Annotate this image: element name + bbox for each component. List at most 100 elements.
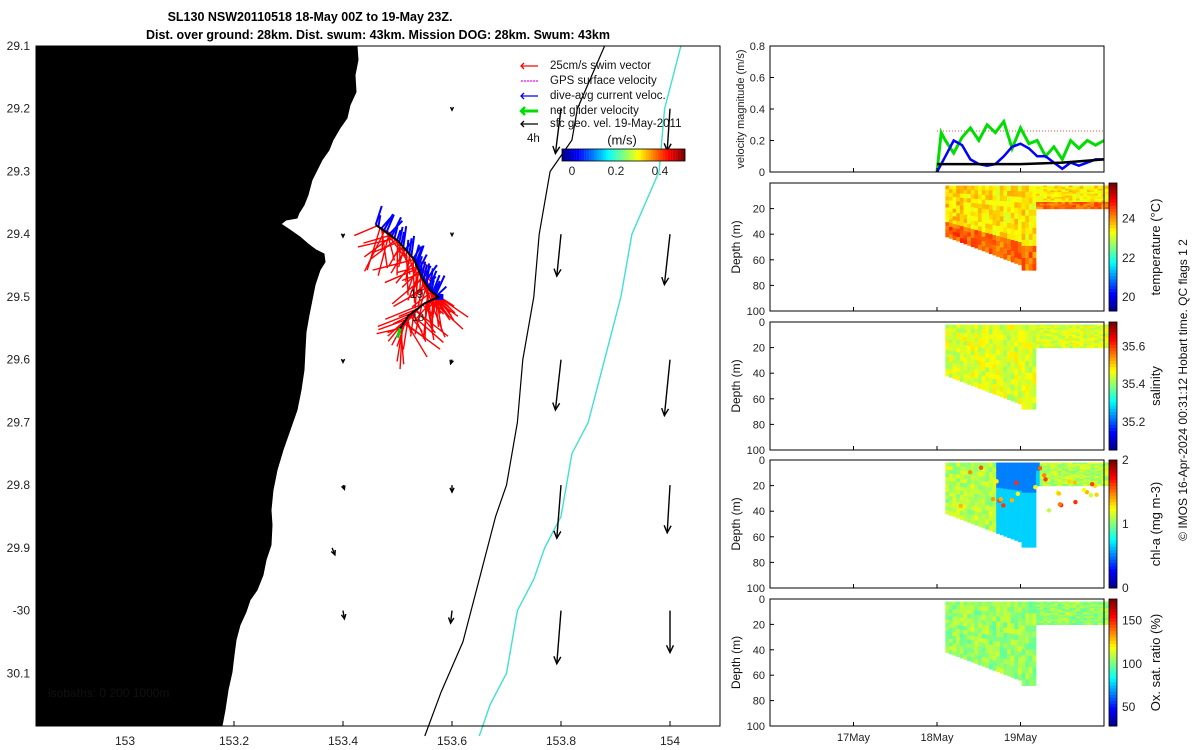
section-cell bbox=[1090, 337, 1095, 340]
section-cell bbox=[948, 196, 953, 202]
section-cell bbox=[1050, 469, 1055, 472]
section-cell bbox=[1072, 195, 1077, 198]
section-cell bbox=[945, 200, 950, 205]
section-cell bbox=[974, 216, 979, 222]
section-cell bbox=[974, 377, 979, 384]
section-cell bbox=[1054, 200, 1059, 203]
section-cell bbox=[978, 467, 982, 473]
section-cell bbox=[1083, 327, 1088, 331]
section-cell bbox=[1007, 351, 1011, 358]
section-cell bbox=[1032, 468, 1037, 476]
map-colorbar-segment bbox=[564, 149, 568, 161]
section-cell bbox=[985, 237, 990, 244]
section-cell bbox=[1068, 612, 1073, 616]
section-cell bbox=[970, 324, 975, 330]
geo-vector bbox=[663, 485, 672, 535]
section-cell bbox=[959, 629, 964, 635]
section-cell bbox=[1105, 601, 1109, 604]
legend-swatch-current-head bbox=[520, 92, 525, 100]
section-cell bbox=[1017, 347, 1022, 354]
geo-vector-shaft bbox=[449, 610, 453, 624]
section-cell bbox=[1083, 475, 1088, 478]
section-cell bbox=[945, 324, 950, 329]
section-cell bbox=[1105, 327, 1109, 331]
section-cell bbox=[1028, 619, 1033, 627]
section-cell bbox=[1043, 342, 1048, 345]
section-cell bbox=[1050, 206, 1055, 210]
section-cell bbox=[1101, 188, 1106, 192]
section-cell bbox=[1101, 604, 1106, 608]
section-cell bbox=[1061, 622, 1066, 625]
section-cell bbox=[974, 489, 979, 495]
section-cell bbox=[974, 493, 979, 499]
current-vector bbox=[430, 281, 435, 292]
section-cell bbox=[963, 495, 968, 501]
section-cell bbox=[1039, 331, 1044, 334]
section-cell bbox=[945, 495, 950, 500]
section-cell bbox=[1083, 601, 1088, 604]
section-cell bbox=[1043, 612, 1048, 616]
section-cell bbox=[1050, 480, 1055, 483]
section-cell bbox=[1043, 480, 1048, 483]
section-cell bbox=[1101, 601, 1106, 604]
colorbar-segment bbox=[1109, 460, 1117, 464]
section-cell bbox=[1054, 190, 1059, 193]
section-cell bbox=[1094, 604, 1099, 608]
section-cell bbox=[985, 639, 990, 645]
section-cell bbox=[1065, 614, 1070, 617]
colorbar-segment bbox=[1109, 350, 1117, 355]
section-cell bbox=[992, 467, 997, 474]
section-cell bbox=[1025, 264, 1030, 271]
section-cell bbox=[952, 359, 957, 364]
geo-vector-head bbox=[553, 656, 562, 666]
colorbar-segment bbox=[1109, 485, 1117, 490]
section-cell bbox=[1090, 465, 1095, 469]
section-cell bbox=[992, 611, 997, 617]
section-cell bbox=[978, 203, 982, 209]
section-cell bbox=[948, 507, 953, 512]
colorbar-segment bbox=[1109, 366, 1117, 371]
section-cell bbox=[988, 339, 993, 345]
section-cell bbox=[1032, 637, 1037, 645]
colorbar-segment bbox=[1109, 621, 1117, 625]
section-cell bbox=[1017, 485, 1022, 492]
section-cell bbox=[981, 371, 986, 377]
swim-vector bbox=[433, 298, 459, 317]
chl-sample-point bbox=[968, 470, 973, 475]
colorbar-segment bbox=[1109, 514, 1117, 519]
colorbar-segment bbox=[1109, 697, 1117, 702]
section-cell bbox=[963, 499, 968, 505]
section-cell bbox=[1101, 339, 1106, 342]
section-cell bbox=[945, 477, 950, 482]
section-cell bbox=[1065, 621, 1070, 624]
section-cell bbox=[952, 616, 957, 622]
section-cell bbox=[1021, 541, 1026, 548]
section-cell bbox=[1072, 469, 1077, 472]
section-cell bbox=[1054, 334, 1059, 337]
section-cell bbox=[1094, 206, 1099, 210]
section-cell bbox=[988, 611, 993, 617]
colorbar-tick-label: 150 bbox=[1122, 614, 1142, 628]
section-cell bbox=[999, 462, 1004, 469]
section-cell bbox=[1043, 327, 1048, 331]
section-cell bbox=[945, 616, 950, 621]
isobath-200m-line bbox=[424, 45, 606, 737]
current-vector bbox=[415, 245, 425, 266]
section-cell bbox=[996, 344, 1001, 351]
section-cell bbox=[978, 226, 982, 232]
geo-vector bbox=[449, 106, 455, 112]
section-cell bbox=[1039, 336, 1044, 339]
section-cell bbox=[1047, 205, 1051, 208]
section-cell bbox=[1036, 195, 1041, 198]
section-cell bbox=[1079, 190, 1084, 193]
section-cell bbox=[967, 656, 972, 662]
section-cell bbox=[1003, 643, 1008, 649]
section-cell bbox=[1076, 608, 1080, 611]
section-cell bbox=[1054, 604, 1059, 608]
section-cell bbox=[1032, 227, 1037, 235]
section-cell bbox=[1007, 473, 1011, 480]
section-cell bbox=[1007, 483, 1011, 490]
section-cell bbox=[999, 657, 1004, 664]
section-cell bbox=[1010, 240, 1015, 247]
section-cell bbox=[956, 189, 961, 195]
